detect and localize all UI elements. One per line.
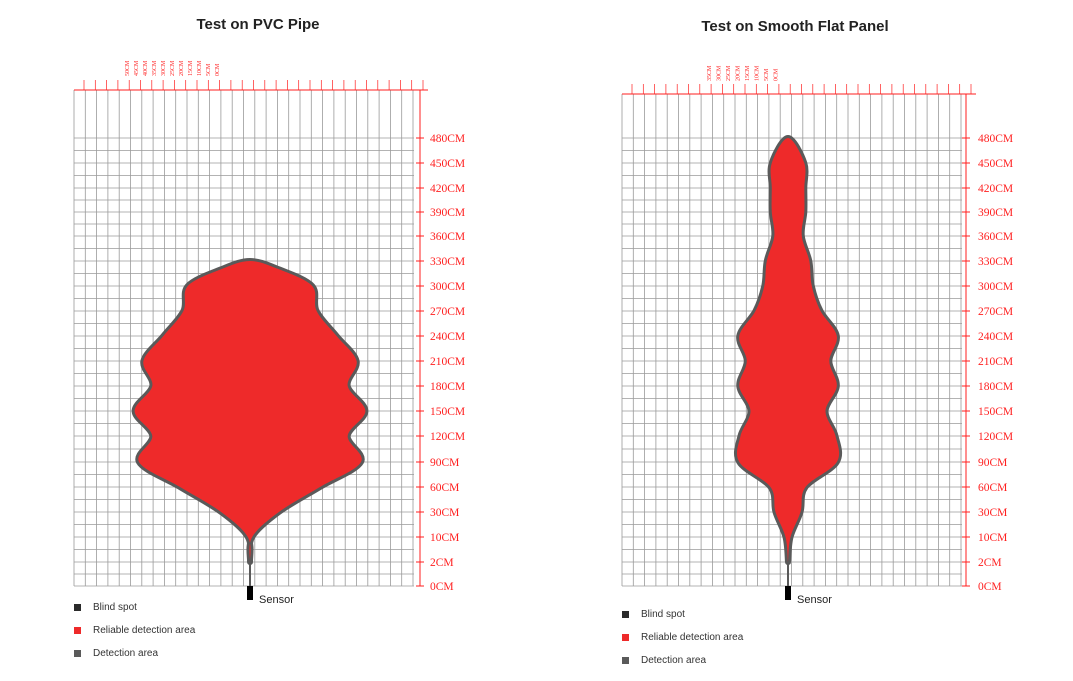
y-tick-label: 330CM: [978, 256, 1013, 268]
x-tick-label: 5CM: [206, 63, 212, 76]
y-tick-label: 180CM: [978, 381, 1013, 393]
y-tick-label: 2CM: [430, 557, 454, 569]
reliable-detection-area: [134, 261, 366, 562]
x-tick-label: 35CM: [152, 60, 158, 76]
y-tick-label: 30CM: [430, 507, 459, 519]
legend-item-blind-spot: Blind spot: [622, 609, 685, 620]
x-tick-label: 10CM: [197, 60, 203, 76]
y-tick-label: 0CM: [978, 581, 1002, 593]
legend-label: Blind spot: [93, 602, 137, 613]
x-tick-label: 0CM: [215, 63, 221, 76]
legend-label: Detection area: [93, 648, 159, 659]
chart-flat-panel: 0CM 2CM 10CM 30CM 60CM 90CM 120CM 150CM 180CM 210…: [621, 65, 1013, 606]
x-tick-label: 20CM: [736, 65, 742, 81]
chart-title-flat-panel: Test on Smooth Flat Panel: [701, 18, 889, 35]
y-tick-label: 210CM: [430, 356, 465, 368]
detection-area-swatch: [622, 657, 629, 664]
x-tick-label: 30CM: [161, 60, 167, 76]
y-tick-label: 90CM: [430, 457, 459, 469]
legend-item-detection: Detection area: [622, 655, 706, 666]
x-tick-label: 5CM: [764, 68, 770, 81]
x-tick-label: 20CM: [179, 60, 185, 76]
legend-item-detection: Detection area: [74, 648, 158, 659]
x-tick-label: 40CM: [143, 60, 149, 76]
y-tick-label: 300CM: [430, 281, 465, 293]
y-tick-label: 450CM: [978, 158, 1013, 170]
reliable-area-swatch: [622, 634, 629, 641]
blind-spot-swatch: [74, 604, 81, 611]
y-tick-label: 2CM: [978, 557, 1002, 569]
y-tick-label: 10CM: [430, 532, 459, 544]
x-tick-label: 30CM: [717, 65, 723, 81]
y-tick-label: 120CM: [430, 431, 465, 443]
reliable-area-swatch: [74, 627, 81, 634]
y-tick-label: 30CM: [978, 507, 1007, 519]
y-tick-label: 420CM: [430, 183, 465, 195]
y-tick-label: 360CM: [430, 231, 465, 243]
detection-area-swatch: [74, 650, 81, 657]
y-tick-label: 120CM: [978, 431, 1013, 443]
y-tick-label: 60CM: [978, 482, 1007, 494]
legend-right: Blind spot Reliable detection area Detec…: [622, 609, 822, 679]
x-tick-label: 15CM: [188, 60, 194, 76]
y-tick-label: 450CM: [430, 158, 465, 170]
x-tick-label: 35CM: [707, 65, 713, 81]
y-tick-label: 240CM: [430, 331, 465, 343]
y-tick-label: 150CM: [430, 406, 465, 418]
legend-item-reliable: Reliable detection area: [622, 632, 743, 643]
y-tick-label: 480CM: [430, 133, 465, 145]
chart-title-pvc-pipe: Test on PVC Pipe: [196, 16, 320, 33]
legend-label: Reliable detection area: [641, 632, 744, 643]
y-tick-label: 300CM: [978, 281, 1013, 293]
x-tick-label: 25CM: [726, 65, 732, 81]
y-tick-label: 390CM: [430, 207, 465, 219]
reliable-detection-area: [736, 138, 840, 562]
y-tick-label: 480CM: [978, 133, 1013, 145]
sensor-label: Sensor: [797, 594, 832, 606]
y-tick-label: 330CM: [430, 256, 465, 268]
legend-item-blind-spot: Blind spot: [74, 602, 137, 613]
x-tick-label: 15CM: [745, 65, 751, 81]
chart-pvc-pipe: 0CM 2CM 10CM 30CM 60CM 90CM 120CM 150CM 180CM 210…: [73, 60, 465, 606]
y-tick-label: 270CM: [430, 306, 465, 318]
sensor-label: Sensor: [259, 594, 294, 606]
sensor-icon: [247, 586, 253, 600]
x-tick-label: 10CM: [755, 65, 761, 81]
y-tick-label: 150CM: [978, 406, 1013, 418]
x-tick-label: 25CM: [170, 60, 176, 76]
y-tick-label: 240CM: [978, 331, 1013, 343]
blind-spot-swatch: [622, 611, 629, 618]
sensor-icon: [785, 586, 791, 600]
x-tick-label: 0CM: [774, 68, 780, 81]
y-tick-label: 60CM: [430, 482, 459, 494]
x-tick-label: 50CM: [125, 60, 131, 76]
legend-left: Blind spot Reliable detection area Detec…: [74, 602, 274, 672]
legend-label: Blind spot: [641, 609, 685, 620]
legend-label: Detection area: [641, 655, 707, 666]
y-tick-label: 210CM: [978, 356, 1013, 368]
y-tick-label: 10CM: [978, 532, 1007, 544]
y-tick-label: 360CM: [978, 231, 1013, 243]
x-tick-label: 45CM: [134, 60, 140, 76]
y-tick-label: 180CM: [430, 381, 465, 393]
y-tick-label: 90CM: [978, 457, 1007, 469]
legend-item-reliable: Reliable detection area: [74, 625, 195, 636]
legend-label: Reliable detection area: [93, 625, 196, 636]
y-tick-label: 390CM: [978, 207, 1013, 219]
y-tick-label: 420CM: [978, 183, 1013, 195]
y-tick-label: 270CM: [978, 306, 1013, 318]
y-tick-label: 0CM: [430, 581, 454, 593]
